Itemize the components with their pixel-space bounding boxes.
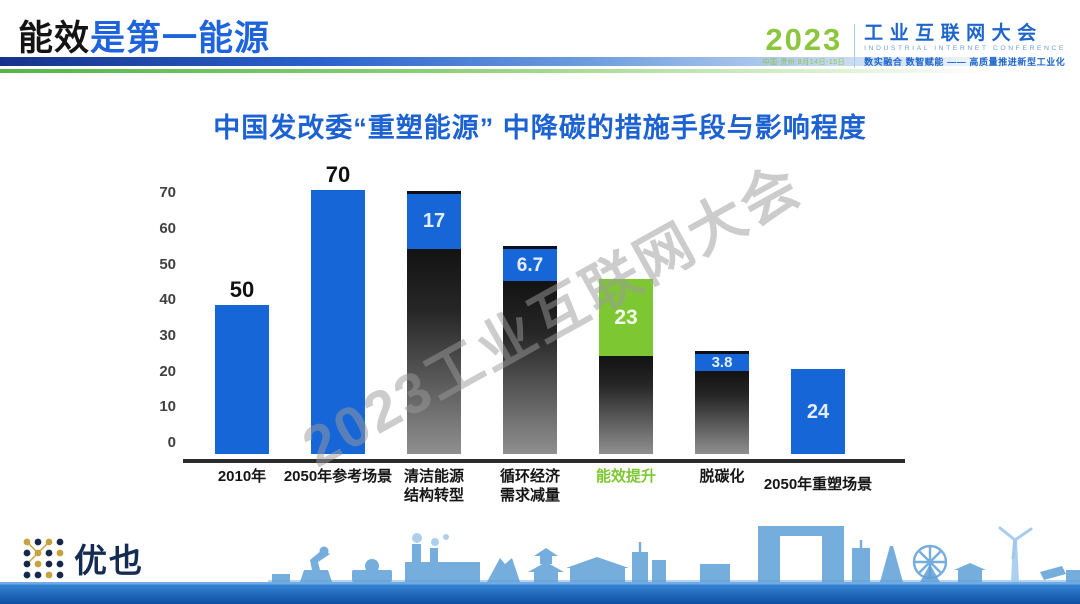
footer-logo: 优也 <box>20 534 144 582</box>
bar-cap-segment <box>407 190 461 194</box>
bar-segment-blue: 24 <box>791 369 845 454</box>
bar-segment-blue <box>215 305 269 454</box>
y-tick-label: 70 <box>159 184 176 202</box>
bar-segment-green: 23 <box>599 279 653 357</box>
chart-title: 中国发改委“重塑能源” 中降碳的措施手段与影响程度 <box>213 113 867 143</box>
bar-value-label: 6.7 <box>516 254 544 276</box>
bar-3: 17 <box>407 190 461 454</box>
bar-cap-segment <box>695 350 749 354</box>
bar-5: 23 <box>599 279 653 454</box>
bar-segment-blue: 3.8 <box>695 353 749 372</box>
x-axis-line <box>183 459 905 463</box>
footer-logo-text: 优也 <box>74 542 144 579</box>
x-category-label: 2050年重塑场景 <box>763 476 873 493</box>
bar-4: 6.7 <box>503 246 557 454</box>
y-tick-label: 60 <box>159 219 176 237</box>
conference-year: 2023 <box>765 22 843 57</box>
conference-name: 工业互联网大会 <box>864 23 1043 44</box>
header-rule-blue <box>0 57 1080 66</box>
y-tick-label: 10 <box>159 398 176 416</box>
bar-cap-segment <box>503 246 557 250</box>
bar-segment-dark <box>599 356 653 454</box>
y-tick-label: 40 <box>159 291 176 309</box>
y-tick-label: 0 <box>167 434 176 451</box>
header-rule-green <box>0 69 1080 73</box>
page-title-blue: 是第一能源 <box>90 19 271 58</box>
conference-logo-name-block: 工业互联网大会 INDUSTRIAL INTERNET CONFERENCE 数… <box>864 24 1066 68</box>
bar-segment-blue: 6.7 <box>503 249 557 281</box>
page-title: 能效是第一能源 <box>18 10 270 61</box>
y-tick-label: 30 <box>159 326 176 344</box>
conference-logo-divider <box>854 24 856 68</box>
bar-segment-dark <box>503 281 557 454</box>
bar-value-label-above: 50 <box>229 277 255 303</box>
x-category-label: 2050年参考场景 <box>283 468 393 485</box>
bar-value-label: 3.8 <box>711 353 733 371</box>
y-tick-label: 50 <box>159 255 176 273</box>
bar-segment-dark <box>695 371 749 454</box>
bar-1 <box>215 305 269 454</box>
y-tick-label: 20 <box>159 362 176 380</box>
conference-logo-year-block: 2023 中国·贵州 8月14日-15日 <box>762 22 846 67</box>
bar-7: 24 <box>791 369 845 454</box>
bar-value-label: 17 <box>422 210 446 233</box>
bar-segment-blue <box>311 189 365 454</box>
conference-slogan: 数实融合 数智赋能 —— 高质量推进新型工业化 <box>864 57 1066 67</box>
uoptio-dots-logo-icon <box>23 538 64 579</box>
bar-6: 3.8 <box>695 350 749 454</box>
conference-logo: 2023 中国·贵州 8月14日-15日 工业互联网大会 INDUSTRIAL … <box>763 24 1066 68</box>
bar-2 <box>311 189 365 454</box>
bar-value-label-above: 70 <box>325 161 351 187</box>
x-category-label: 2010年 <box>217 468 267 485</box>
page-title-black: 能效 <box>18 19 91 58</box>
x-category-label: 能效提升 <box>595 468 656 485</box>
bar-value-label: 23 <box>614 306 638 330</box>
x-category-label: 脱碳化 <box>699 468 745 485</box>
x-category-label: 清洁能源 结构转型 <box>403 468 464 504</box>
x-category-label: 循环经济 需求减量 <box>499 468 560 504</box>
city-skyline-illustration <box>0 526 1080 604</box>
conference-venue: 中国·贵州 8月14日-15日 <box>762 59 846 66</box>
bar-segment-dark <box>407 249 461 454</box>
bar-value-label: 24 <box>806 400 830 423</box>
conference-name-en: INDUSTRIAL INTERNET CONFERENCE <box>864 45 1066 52</box>
bar-segment-blue: 17 <box>407 193 461 250</box>
